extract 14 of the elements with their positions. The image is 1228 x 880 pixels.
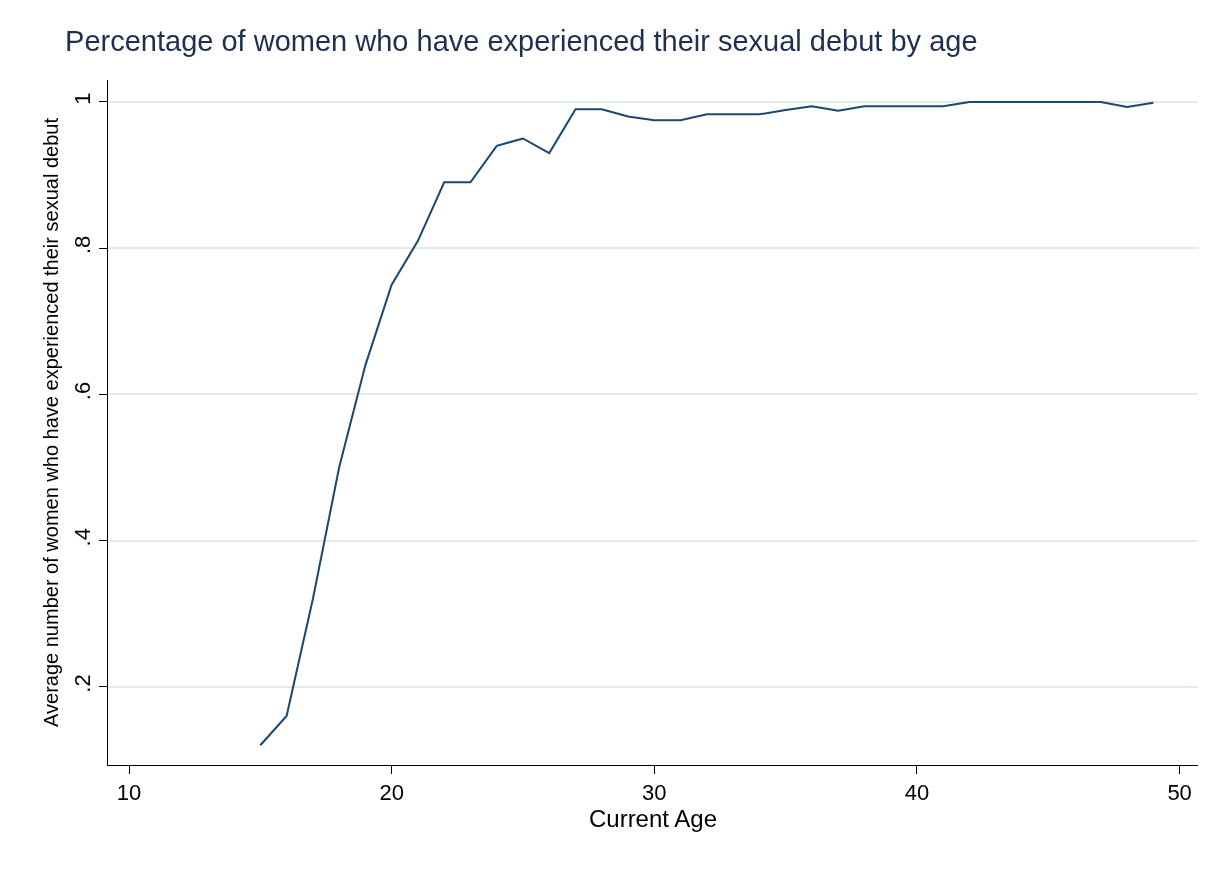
chart-title: Percentage of women who have experienced their sexual debut by age [65,25,978,58]
y-axis-title: Average number of women who have experienced their sexual debut [39,117,62,727]
y-tick-label: .2 [70,674,96,693]
x-tick-label: 50 [1167,780,1192,806]
y-tick-label: .4 [70,528,96,547]
y-tick-label: 1 [70,92,96,105]
x-axis-title: Current Age [588,805,718,833]
x-tick-label: 20 [379,780,404,806]
x-tick-label: 10 [116,780,142,806]
line-series [259,100,1155,747]
y-tick-label: .6 [70,381,96,401]
x-tick-label: 40 [904,780,930,806]
x-tick-label: 30 [642,780,667,806]
y-tick-label: .8 [70,235,96,255]
